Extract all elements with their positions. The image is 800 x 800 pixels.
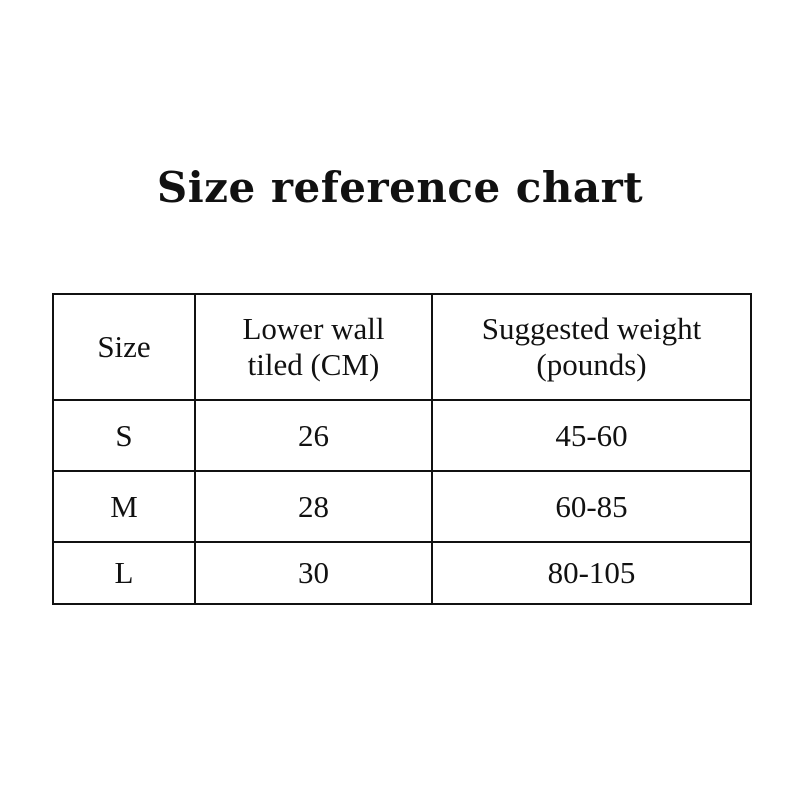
- table-row: S 26 45-60: [52, 399, 752, 472]
- cell-weight: 60-85: [431, 470, 752, 543]
- header-suggested-weight: Suggested weight (pounds): [431, 293, 752, 401]
- cell-size: L: [52, 541, 196, 605]
- cell-weight: 45-60: [431, 399, 752, 472]
- cell-weight: 80-105: [431, 541, 752, 605]
- cell-size: S: [52, 399, 196, 472]
- page-title: Size reference chart: [156, 163, 644, 212]
- cell-lower-wall: 28: [194, 470, 433, 543]
- table-row: M 28 60-85: [52, 470, 752, 543]
- cell-lower-wall: 30: [194, 541, 433, 605]
- header-size: Size: [52, 293, 196, 401]
- cell-size: M: [52, 470, 196, 543]
- header-lower-wall: Lower wall tiled (CM): [194, 293, 433, 401]
- table-header-row: Size Lower wall tiled (CM) Suggested weig…: [52, 293, 752, 401]
- size-table: Size Lower wall tiled (CM) Suggested weig…: [52, 293, 752, 605]
- cell-lower-wall: 26: [194, 399, 433, 472]
- table-row: L 30 80-105: [52, 541, 752, 605]
